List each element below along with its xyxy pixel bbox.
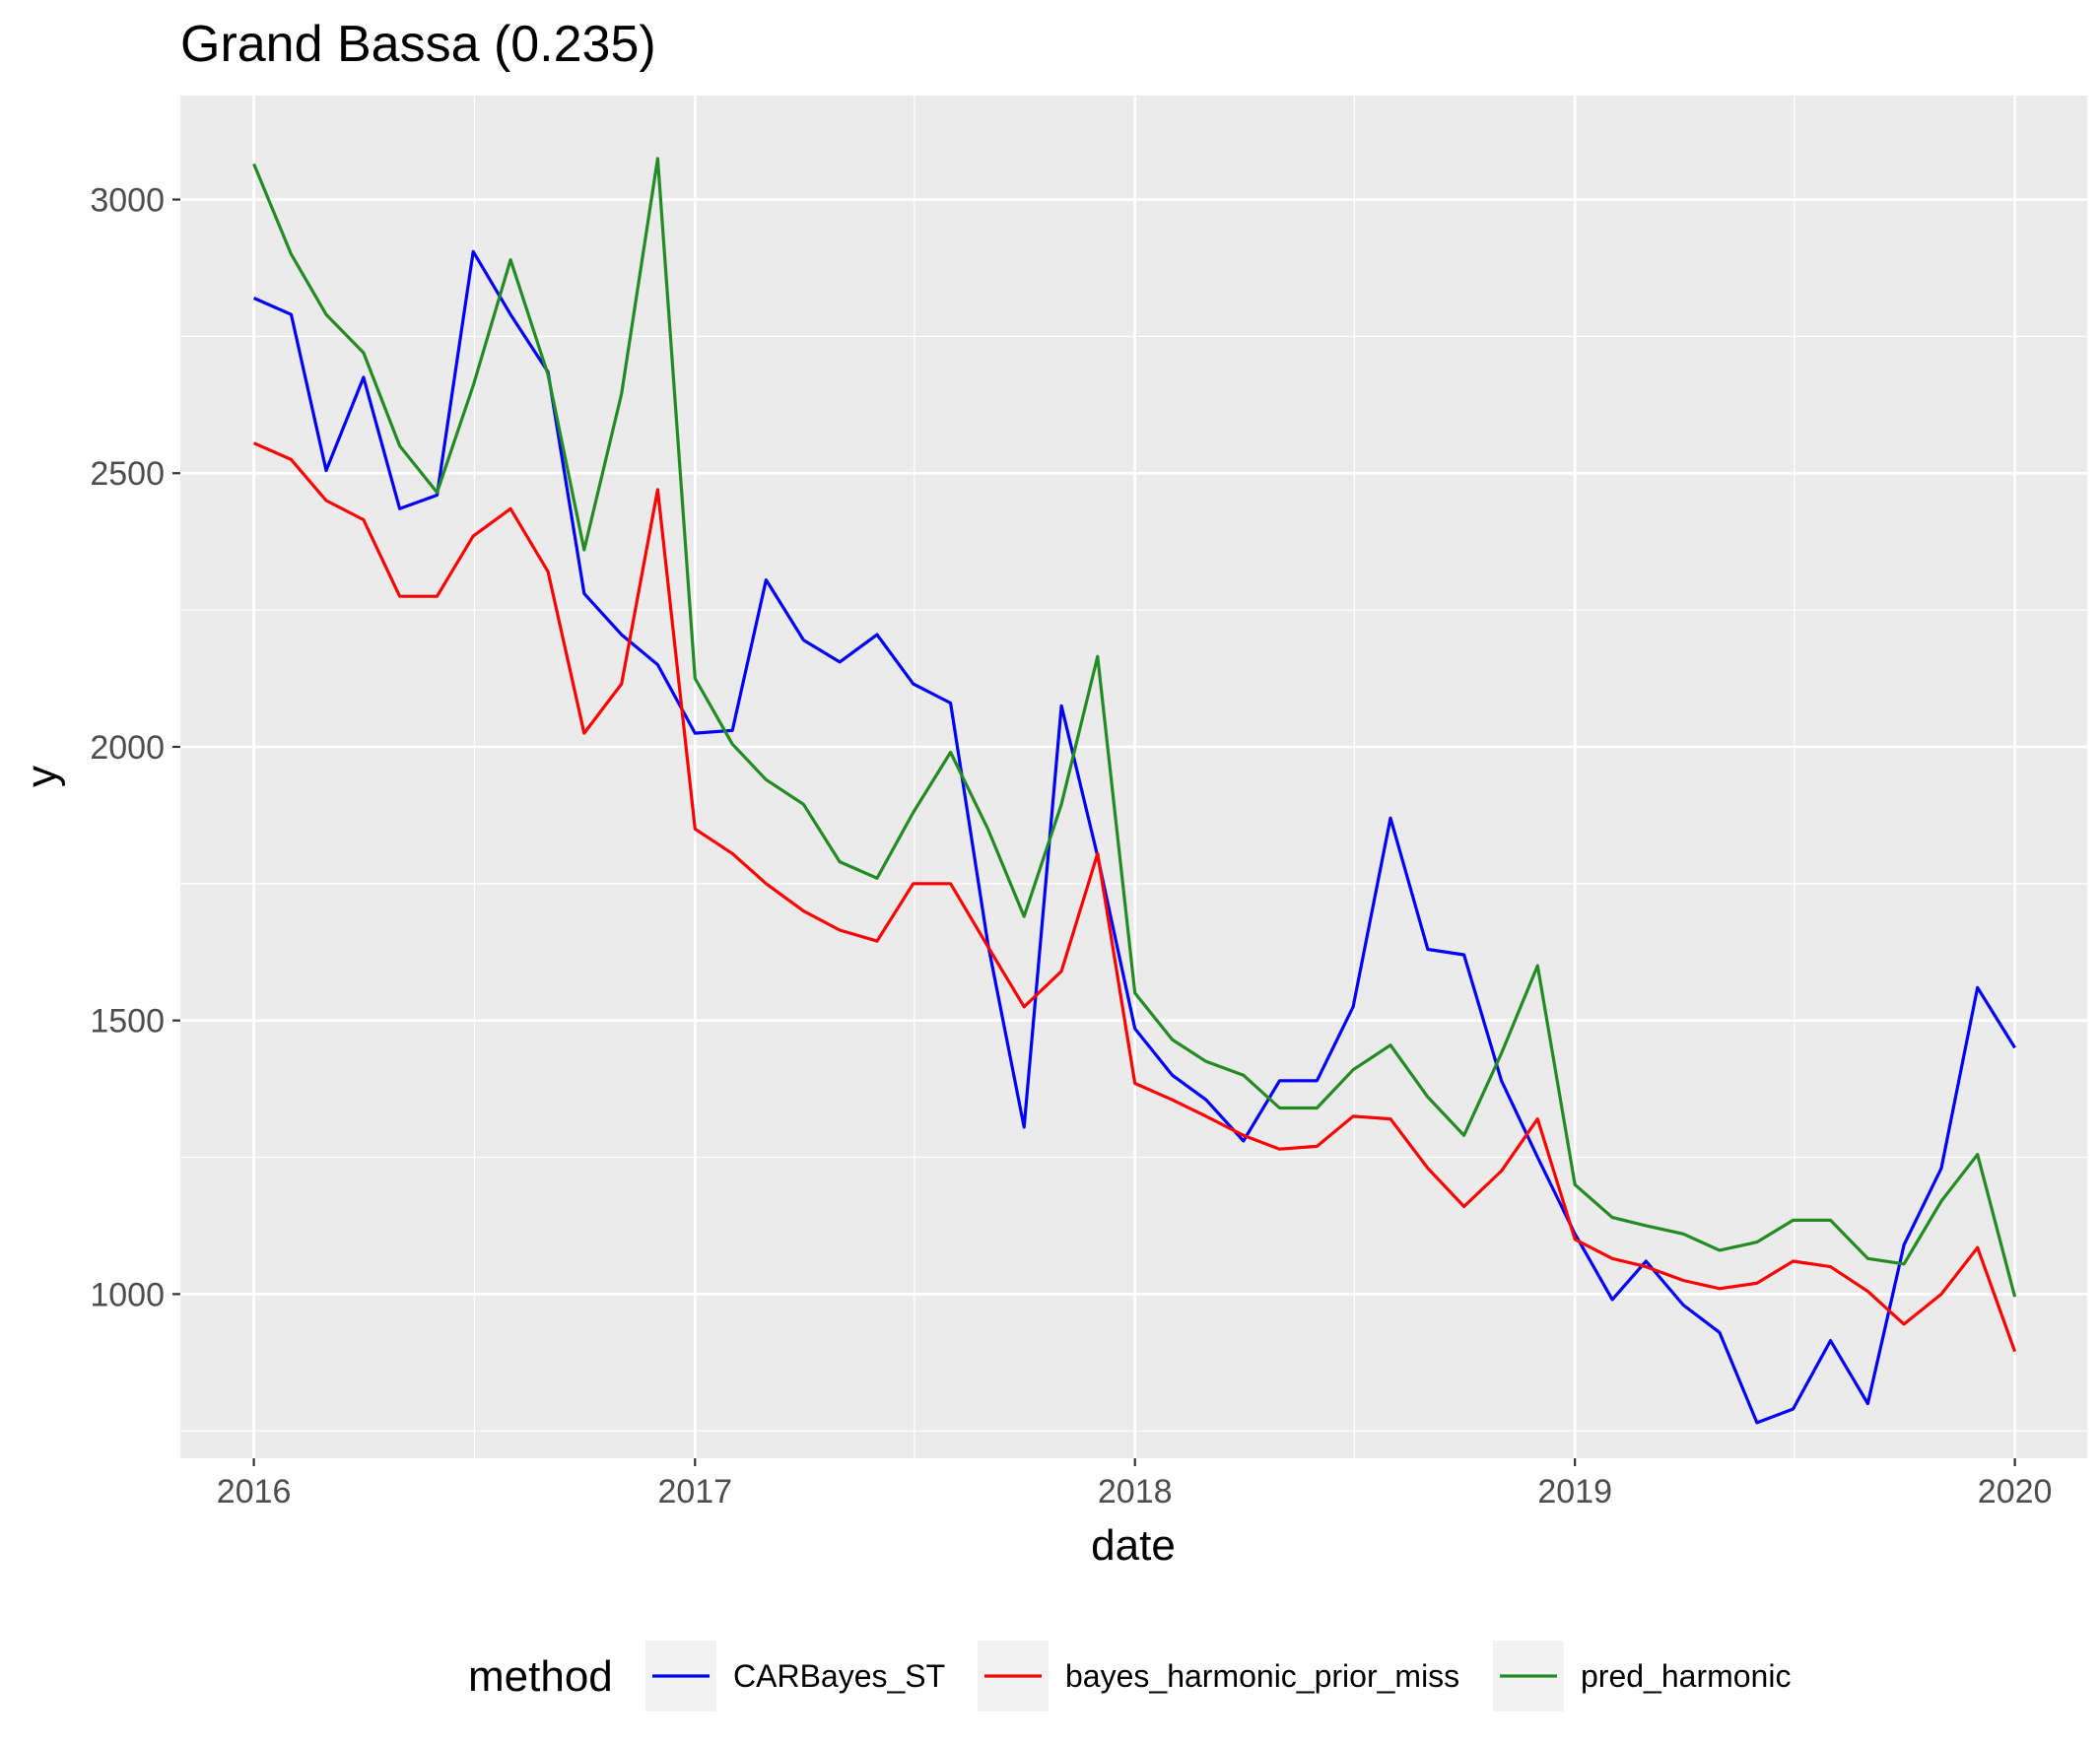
legend-label: CARBayes_ST xyxy=(733,1658,945,1694)
series-lines xyxy=(252,157,2017,1425)
y-tick-label: 2500 xyxy=(90,455,165,493)
x-axis-title: date xyxy=(1091,1521,1176,1570)
legend-title: method xyxy=(468,1652,613,1701)
y-tick-label: 2000 xyxy=(90,729,165,767)
series-line-2 xyxy=(252,441,2017,1353)
legend: method CARBayes_ST bayes_harmonic_prior_m… xyxy=(468,1641,1791,1711)
legend-items: CARBayes_ST bayes_harmonic_prior_miss pred… xyxy=(645,1641,1791,1711)
y-tick-label: 1500 xyxy=(90,1003,165,1040)
chart-title: Grand Bassa (0.235) xyxy=(180,16,656,73)
x-tick-label: 2019 xyxy=(1537,1473,1612,1510)
series-line-3 xyxy=(252,157,2017,1298)
y-axis-title: y xyxy=(18,766,66,787)
y-axis-ticks: 1000 1500 2000 2500 3000 xyxy=(90,182,180,1313)
y-tick-label: 1000 xyxy=(90,1276,165,1313)
x-tick-label: 2016 xyxy=(217,1473,292,1510)
legend-label: bayes_harmonic_prior_miss xyxy=(1065,1658,1459,1694)
x-axis-ticks: 2016 2017 2018 2019 2020 xyxy=(217,1458,2053,1510)
y-tick-label: 3000 xyxy=(90,182,165,220)
x-tick-label: 2017 xyxy=(657,1473,732,1510)
legend-label: pred_harmonic xyxy=(1581,1658,1791,1694)
x-tick-label: 2018 xyxy=(1098,1473,1173,1510)
x-tick-label: 2020 xyxy=(1978,1473,2053,1510)
